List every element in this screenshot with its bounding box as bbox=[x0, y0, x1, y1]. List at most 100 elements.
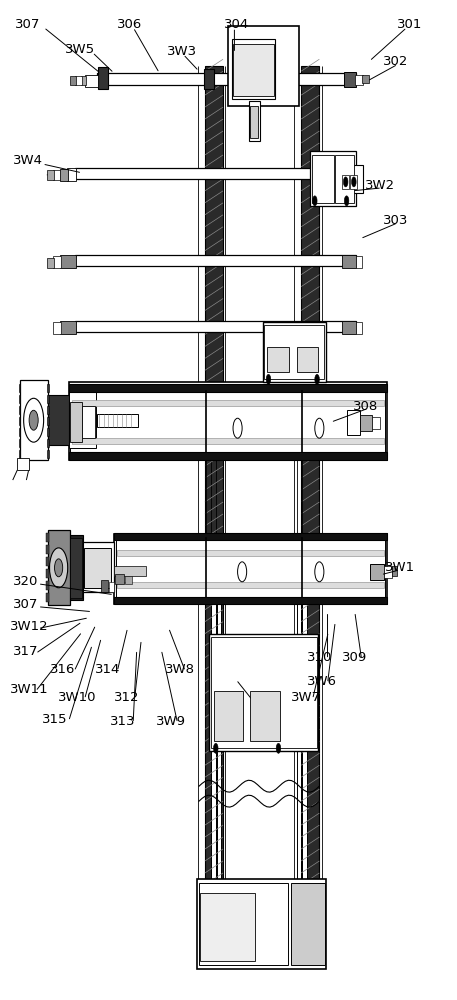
Bar bbox=[19, 417, 21, 425]
Bar bbox=[67, 168, 76, 181]
Text: 3W8: 3W8 bbox=[165, 663, 195, 676]
Text: 3W2: 3W2 bbox=[365, 179, 395, 192]
Text: 3W12: 3W12 bbox=[11, 620, 49, 633]
Circle shape bbox=[343, 177, 348, 187]
Bar bbox=[117, 550, 384, 556]
Text: 3W5: 3W5 bbox=[65, 43, 95, 56]
Bar bbox=[302, 600, 307, 909]
Bar bbox=[47, 170, 53, 180]
Bar bbox=[72, 438, 384, 444]
Bar bbox=[205, 460, 206, 545]
Bar bbox=[46, 593, 48, 602]
Text: 304: 304 bbox=[224, 18, 249, 31]
Bar bbox=[53, 256, 61, 268]
Text: 316: 316 bbox=[50, 663, 76, 676]
Bar bbox=[342, 175, 349, 189]
Bar bbox=[72, 400, 384, 406]
Bar bbox=[46, 557, 48, 566]
Circle shape bbox=[213, 743, 218, 753]
Bar bbox=[82, 406, 95, 438]
Bar bbox=[350, 175, 357, 189]
Bar bbox=[198, 883, 287, 965]
Bar bbox=[47, 384, 48, 392]
Text: 306: 306 bbox=[117, 18, 143, 31]
Bar bbox=[70, 386, 385, 456]
Bar bbox=[370, 564, 384, 580]
Circle shape bbox=[313, 196, 317, 206]
Bar bbox=[109, 582, 114, 592]
Bar bbox=[60, 321, 76, 334]
Bar bbox=[46, 545, 48, 554]
Bar bbox=[60, 255, 76, 268]
Bar bbox=[19, 439, 21, 447]
Bar bbox=[346, 410, 360, 435]
Bar bbox=[209, 634, 319, 751]
Bar bbox=[265, 325, 324, 379]
Bar bbox=[69, 452, 387, 460]
Bar bbox=[263, 322, 326, 382]
Bar bbox=[116, 538, 385, 600]
Bar bbox=[114, 533, 387, 540]
Text: 3W11: 3W11 bbox=[10, 683, 48, 696]
Bar bbox=[47, 439, 48, 447]
Bar bbox=[211, 600, 216, 909]
Bar bbox=[19, 395, 21, 403]
Text: 302: 302 bbox=[383, 55, 408, 68]
Bar bbox=[114, 597, 387, 604]
Bar bbox=[125, 576, 132, 584]
Text: 313: 313 bbox=[111, 715, 136, 728]
Bar bbox=[48, 530, 69, 605]
Bar bbox=[46, 569, 48, 578]
Circle shape bbox=[233, 418, 242, 438]
Bar bbox=[301, 460, 302, 545]
Bar bbox=[250, 691, 280, 741]
Bar bbox=[114, 534, 387, 604]
Bar bbox=[69, 384, 387, 392]
Circle shape bbox=[54, 559, 63, 577]
Bar bbox=[301, 537, 302, 597]
Text: 315: 315 bbox=[42, 713, 68, 726]
Bar bbox=[69, 535, 83, 600]
Text: 303: 303 bbox=[383, 214, 408, 227]
Bar bbox=[232, 39, 275, 99]
Text: 3W10: 3W10 bbox=[58, 691, 97, 704]
Bar bbox=[117, 582, 384, 588]
Bar bbox=[341, 165, 363, 193]
Bar bbox=[75, 255, 356, 266]
Text: 3W9: 3W9 bbox=[156, 715, 186, 728]
Bar bbox=[217, 600, 221, 909]
Bar bbox=[75, 321, 356, 332]
Bar bbox=[48, 395, 69, 445]
Bar bbox=[205, 390, 206, 452]
Circle shape bbox=[315, 562, 324, 582]
Bar bbox=[342, 255, 356, 268]
Bar bbox=[360, 415, 372, 431]
Bar bbox=[19, 450, 21, 458]
Bar bbox=[47, 428, 48, 436]
Bar bbox=[20, 380, 48, 460]
Bar bbox=[97, 414, 138, 427]
Bar bbox=[297, 600, 301, 909]
Circle shape bbox=[315, 418, 324, 438]
Bar bbox=[200, 893, 255, 961]
Text: 310: 310 bbox=[307, 651, 332, 664]
Bar bbox=[114, 566, 146, 576]
Bar bbox=[249, 101, 260, 141]
Circle shape bbox=[29, 410, 38, 430]
Bar bbox=[115, 574, 124, 584]
Bar bbox=[372, 417, 380, 429]
Bar bbox=[47, 417, 48, 425]
Text: 317: 317 bbox=[13, 645, 38, 658]
Text: 307: 307 bbox=[15, 18, 40, 31]
Bar bbox=[81, 76, 86, 85]
Circle shape bbox=[49, 548, 68, 588]
Bar bbox=[47, 406, 48, 414]
Circle shape bbox=[24, 398, 43, 442]
Bar bbox=[19, 406, 21, 414]
Bar bbox=[70, 402, 82, 442]
Bar bbox=[70, 76, 76, 85]
Circle shape bbox=[315, 374, 319, 384]
Bar bbox=[46, 533, 48, 542]
Bar bbox=[46, 581, 48, 590]
Bar bbox=[69, 538, 82, 598]
